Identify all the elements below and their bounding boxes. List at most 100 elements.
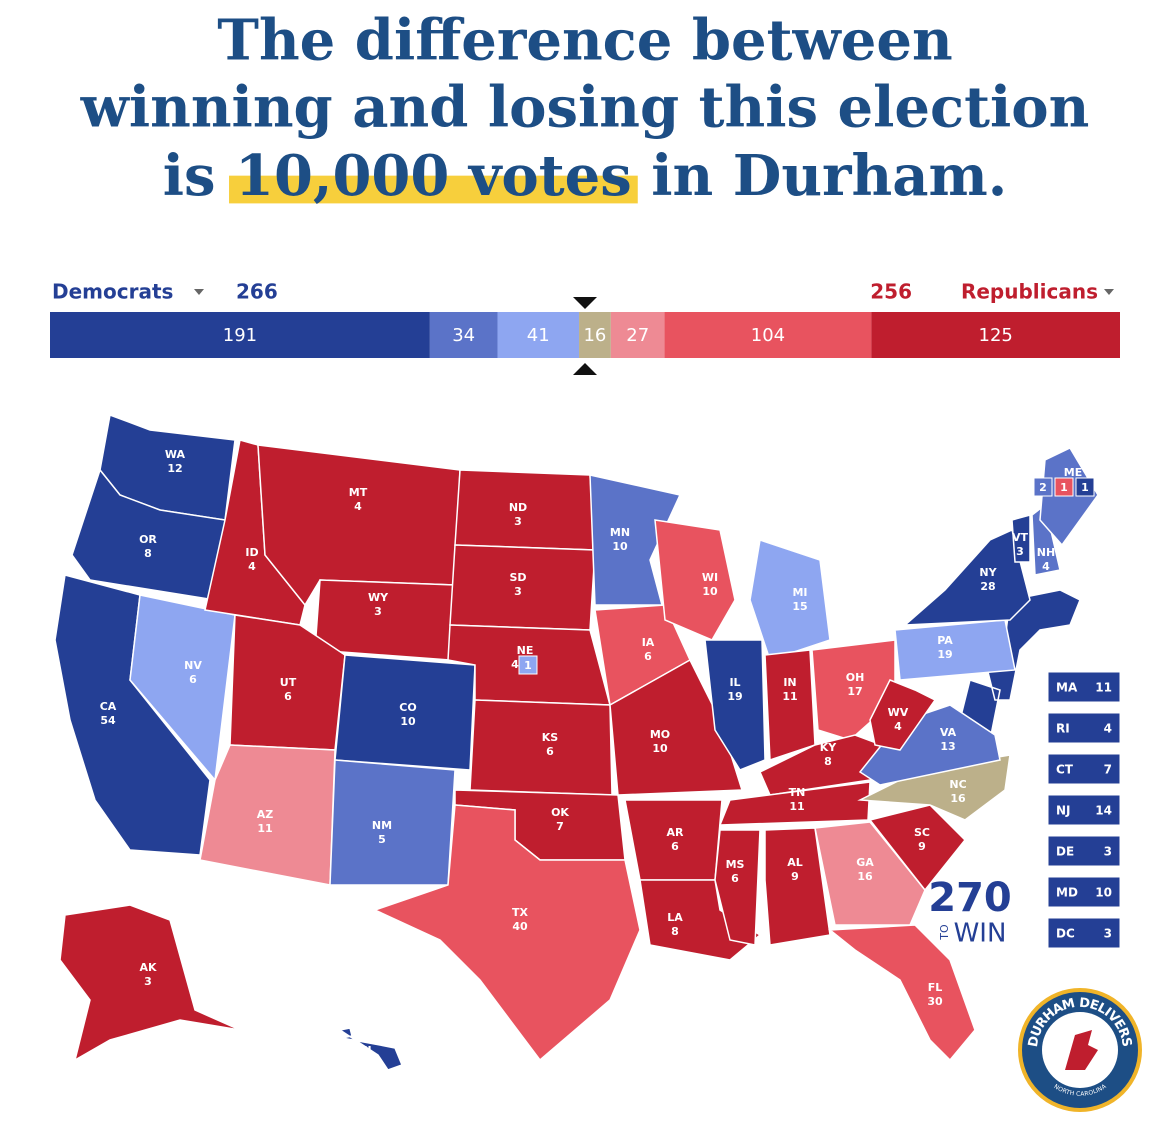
state-abbr: MS xyxy=(726,858,745,871)
title-text: is xyxy=(163,143,216,209)
state-abbr: ND xyxy=(509,501,527,514)
state-votes: 3 xyxy=(514,515,522,528)
state-votes: 11 xyxy=(782,690,797,703)
small-state-box xyxy=(1047,835,1121,867)
state-abbr: KY xyxy=(820,741,838,754)
state-votes: 10 xyxy=(702,585,718,598)
state-abbr: VA xyxy=(940,726,957,739)
state-votes: 10 xyxy=(612,540,628,553)
state xyxy=(589,474,682,606)
state xyxy=(714,829,761,946)
state-votes: 4 xyxy=(511,658,519,671)
state-votes: 40 xyxy=(512,920,528,933)
state-votes: 3 xyxy=(374,605,382,618)
small-state-box xyxy=(1047,876,1121,908)
state-abbr: UT xyxy=(280,676,297,689)
state-abbr: IA xyxy=(642,636,655,649)
state-abbr: HI xyxy=(358,1044,371,1057)
state-votes: 5 xyxy=(378,833,386,846)
state-votes: 19 xyxy=(937,648,952,661)
state-abbr: OH xyxy=(846,671,865,684)
state-abbr: NM xyxy=(372,819,392,832)
state xyxy=(704,639,766,771)
state-abbr: AZ xyxy=(257,808,274,821)
state-abbr: VT xyxy=(1012,531,1029,544)
state xyxy=(372,804,641,1062)
state-votes: 6 xyxy=(284,690,292,703)
state-abbr: WY xyxy=(368,591,389,604)
state xyxy=(718,781,871,826)
brand-number: 270 xyxy=(928,875,1012,921)
small-state-votes: 14 xyxy=(1095,804,1112,818)
state-abbr: ID xyxy=(245,546,258,559)
state-abbr: IN xyxy=(783,676,796,689)
title-highlight: 10,000 votes xyxy=(235,143,632,209)
small-state-votes: 3 xyxy=(1104,845,1112,859)
left-name[interactable]: Democrats xyxy=(52,280,173,304)
state-votes: 12 xyxy=(167,462,182,475)
state-votes: 10 xyxy=(652,742,668,755)
highlight xyxy=(229,175,638,204)
district-votes: 1 xyxy=(1060,481,1068,494)
district-box xyxy=(1054,477,1074,497)
brand-to: TO xyxy=(938,924,951,941)
state-abbr: FL xyxy=(928,981,943,994)
state-votes: 4 xyxy=(361,1058,369,1071)
district-votes: 1 xyxy=(1081,481,1089,494)
state-abbr: MN xyxy=(610,526,630,539)
state xyxy=(894,619,1016,681)
right-total: 256 xyxy=(870,280,912,304)
state-votes: 28 xyxy=(980,580,995,593)
state-votes: 17 xyxy=(847,685,862,698)
bar-label: 27 xyxy=(626,325,649,346)
small-state-abbr: NJ xyxy=(1056,804,1071,818)
state-abbr: GA xyxy=(856,856,874,869)
small-state-abbr: CT xyxy=(1056,763,1074,777)
small-state-abbr: MD xyxy=(1056,886,1078,900)
small-state-box xyxy=(1047,671,1121,703)
state-votes: 10 xyxy=(400,715,416,728)
state-votes: 13 xyxy=(940,740,955,753)
bar-label: 191 xyxy=(223,325,257,346)
left-total: 266 xyxy=(236,280,278,304)
state-abbr: CO xyxy=(399,701,416,714)
bar-label: 41 xyxy=(527,325,550,346)
state-votes: 6 xyxy=(644,650,652,663)
state-abbr: ME xyxy=(1064,466,1082,479)
state-votes: 9 xyxy=(791,870,799,883)
district-votes: 2 xyxy=(1039,481,1047,494)
state-abbr: WA xyxy=(165,448,186,461)
bar-segment xyxy=(429,312,498,358)
state-abbr: NH xyxy=(1037,546,1055,559)
small-state-votes: 7 xyxy=(1104,763,1112,777)
state xyxy=(814,821,926,926)
state xyxy=(1011,514,1031,563)
state xyxy=(764,649,816,762)
state-votes: 16 xyxy=(857,870,873,883)
state-votes: 6 xyxy=(546,745,554,758)
bar-label: 34 xyxy=(452,325,475,346)
state-abbr: MO xyxy=(650,728,670,741)
state-votes: 4 xyxy=(1042,560,1050,573)
state-abbr: NC xyxy=(949,778,966,791)
small-state-votes: 3 xyxy=(1104,927,1112,941)
state-abbr: KS xyxy=(542,731,559,744)
state xyxy=(868,804,967,892)
right-name[interactable]: Republicans xyxy=(961,280,1098,304)
title-line: winning and losing this election xyxy=(80,75,1090,141)
brand-win: WIN xyxy=(954,919,1007,949)
state-votes: 11 xyxy=(789,800,804,813)
state xyxy=(749,539,831,661)
state xyxy=(449,544,596,631)
small-state-abbr: DC xyxy=(1056,927,1075,941)
state-votes: 6 xyxy=(189,673,197,686)
state xyxy=(329,759,456,886)
small-state-abbr: MA xyxy=(1056,681,1078,695)
district-box xyxy=(518,655,538,675)
state-abbr: TX xyxy=(512,906,529,919)
state-abbr: MT xyxy=(349,486,368,499)
state-abbr: PA xyxy=(937,634,953,647)
state xyxy=(334,654,476,771)
small-state-box xyxy=(1047,794,1121,826)
state-abbr: MI xyxy=(792,586,807,599)
